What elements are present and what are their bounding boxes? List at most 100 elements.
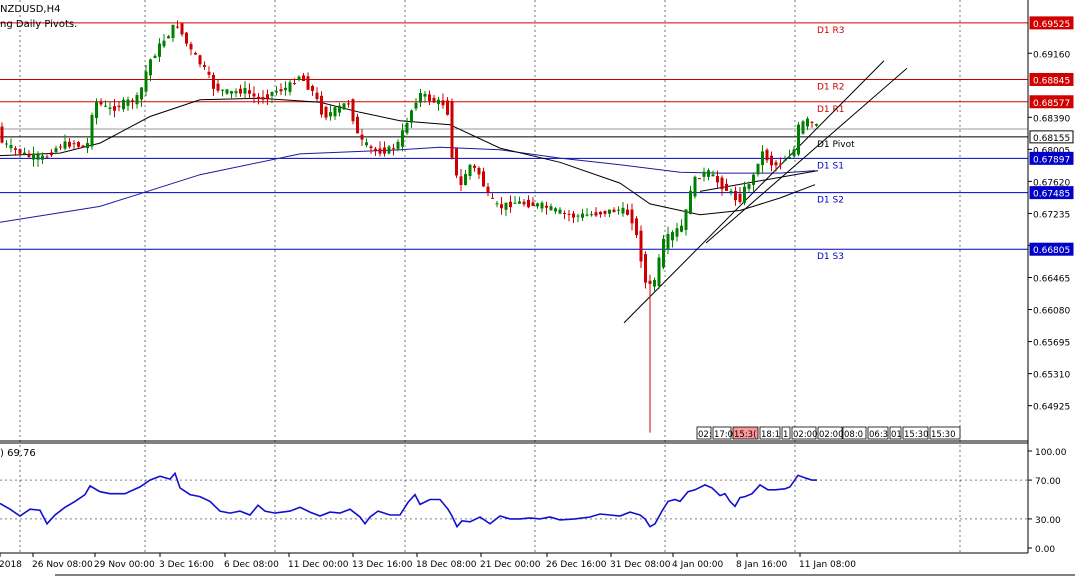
candle-body xyxy=(779,163,782,165)
y-tick-label: 0.68390 xyxy=(1033,114,1070,124)
main-plot-area xyxy=(0,0,1028,441)
candle-body xyxy=(531,202,535,206)
fast-moving-average xyxy=(0,97,816,216)
candle-body xyxy=(594,212,598,216)
candle-body xyxy=(189,43,193,50)
candle-body xyxy=(374,148,377,152)
candle-body xyxy=(50,152,53,156)
candle-body xyxy=(720,177,724,190)
time-box xyxy=(929,426,961,440)
candle-body xyxy=(356,116,359,134)
candle-body xyxy=(81,145,85,148)
indicator-label: ) 69.76 xyxy=(0,448,36,459)
candle-body xyxy=(396,141,400,149)
candle-body xyxy=(194,52,197,55)
candle-body xyxy=(284,87,287,91)
candle-body xyxy=(306,76,310,90)
pivot-label: D1 S3 xyxy=(817,252,844,262)
candles xyxy=(0,20,818,433)
candle-body xyxy=(171,24,175,39)
candle-body xyxy=(329,112,332,117)
candle-body xyxy=(554,208,557,212)
channel-line xyxy=(699,170,819,192)
candle-body xyxy=(90,115,94,147)
candle-body xyxy=(689,190,692,215)
candle-body xyxy=(27,153,31,157)
time-box-label: 15:30 xyxy=(904,430,929,440)
price-tag-label: 0.68577 xyxy=(1033,99,1070,109)
candle-body xyxy=(473,165,476,168)
candle-body xyxy=(257,96,260,100)
price-tag-box xyxy=(1029,151,1074,165)
x-tick-label: 26 Dec 16:00 xyxy=(546,560,607,570)
candle-body xyxy=(504,202,508,210)
indicator-levels xyxy=(0,479,1028,520)
pivot-label: D1 Pivot xyxy=(817,140,855,150)
candle-body xyxy=(747,184,751,189)
time-box xyxy=(817,426,843,440)
candle-body xyxy=(405,123,409,134)
candle-body xyxy=(333,107,337,117)
candle-body xyxy=(797,124,800,155)
candle-body xyxy=(176,26,179,28)
candle-body xyxy=(756,163,760,175)
candle-body xyxy=(513,202,517,204)
candle-body xyxy=(5,143,8,145)
price-tag-label: 0.67485 xyxy=(1033,190,1070,200)
x-tick-label: 8 Jan 16:00 xyxy=(736,560,788,570)
candle-body xyxy=(540,202,544,209)
candle-body xyxy=(95,101,98,119)
time-box-label: 02:00 xyxy=(793,430,818,440)
candle-body xyxy=(383,147,386,154)
time-box-label: 15:30 xyxy=(931,430,956,440)
candle-body xyxy=(369,146,373,149)
candle-body xyxy=(450,101,454,158)
candle-body xyxy=(774,162,778,166)
candle-body xyxy=(365,142,368,146)
candle-body xyxy=(491,197,494,199)
candle-body xyxy=(527,199,530,208)
candle-body xyxy=(230,91,233,94)
x-tick-label: 4 Jan 00:00 xyxy=(672,560,724,570)
candle-body xyxy=(248,90,251,94)
candle-body xyxy=(216,83,220,91)
pivot-label: D1 R3 xyxy=(817,26,845,36)
y-tick-label: 0.66465 xyxy=(1033,274,1070,284)
candle-body xyxy=(144,71,148,92)
candle-body xyxy=(576,215,580,217)
time-box xyxy=(781,426,791,440)
pivot-label: D1 S1 xyxy=(817,161,844,171)
candle-body xyxy=(275,91,278,93)
candle-body xyxy=(693,176,697,197)
candle-body xyxy=(536,203,539,207)
candle-body xyxy=(68,141,71,147)
candle-body xyxy=(428,94,431,102)
chart-title: NZDUSD,H4 xyxy=(0,4,60,15)
candle-body xyxy=(234,91,238,94)
pivot-label: D1 R2 xyxy=(817,82,845,92)
slow-moving-average xyxy=(0,146,816,223)
candle-body xyxy=(347,103,350,105)
indicator-y-tick-label: 30.00 xyxy=(1035,516,1061,526)
x-tick-label: 3 Dec 16:00 xyxy=(159,560,214,570)
candle-body xyxy=(293,83,296,85)
x-tick-label: 26 Nov 08:00 xyxy=(32,560,93,570)
y-tick-label: 0.64925 xyxy=(1033,403,1070,413)
candle-body xyxy=(549,206,553,211)
y-tick-label: 0.65310 xyxy=(1033,371,1070,381)
candle-body xyxy=(648,280,652,284)
candle-body xyxy=(113,106,116,111)
moving-averages xyxy=(0,97,816,223)
candle-body xyxy=(302,75,305,82)
candle-body xyxy=(545,205,548,208)
candle-body xyxy=(716,176,719,183)
candle-body xyxy=(711,174,715,177)
candle-body xyxy=(54,148,58,152)
candle-body xyxy=(707,170,710,177)
price-tag-box xyxy=(1029,130,1074,144)
time-box-label: 01 xyxy=(891,430,902,440)
time-box-label: 17:0 xyxy=(714,430,733,440)
candle-body xyxy=(603,210,607,214)
candle-body xyxy=(32,153,35,160)
candle-body xyxy=(725,183,728,191)
